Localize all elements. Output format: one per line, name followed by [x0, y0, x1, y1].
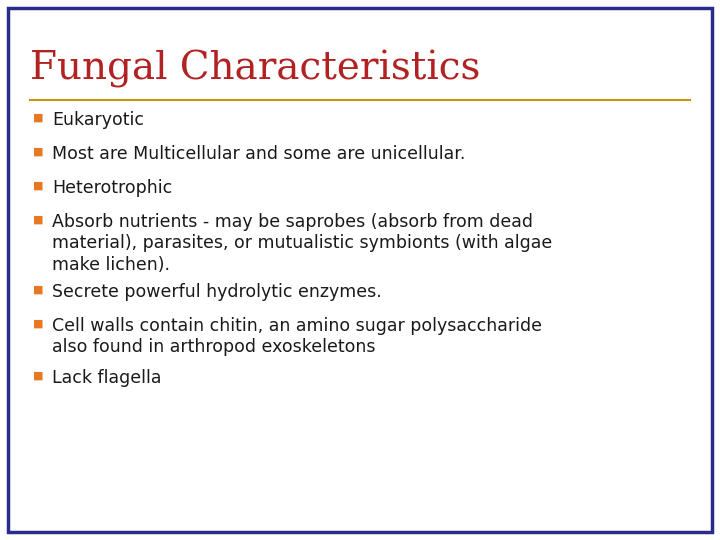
- Text: ■: ■: [33, 181, 43, 191]
- Text: Heterotrophic: Heterotrophic: [52, 179, 172, 197]
- Text: Fungal Characteristics: Fungal Characteristics: [30, 50, 480, 88]
- Text: Eukaryotic: Eukaryotic: [52, 111, 144, 129]
- Text: Cell walls contain chitin, an amino sugar polysaccharide
also found in arthropod: Cell walls contain chitin, an amino suga…: [52, 317, 542, 356]
- Text: ■: ■: [33, 215, 43, 225]
- Text: ■: ■: [33, 371, 43, 381]
- Text: Lack flagella: Lack flagella: [52, 369, 161, 387]
- Text: ■: ■: [33, 147, 43, 157]
- Text: Most are Multicellular and some are unicellular.: Most are Multicellular and some are unic…: [52, 145, 465, 163]
- Text: Absorb nutrients - may be saprobes (absorb from dead
material), parasites, or mu: Absorb nutrients - may be saprobes (abso…: [52, 213, 552, 274]
- Text: ■: ■: [33, 319, 43, 329]
- Text: Secrete powerful hydrolytic enzymes.: Secrete powerful hydrolytic enzymes.: [52, 283, 382, 301]
- Text: ■: ■: [33, 285, 43, 295]
- Text: ■: ■: [33, 113, 43, 123]
